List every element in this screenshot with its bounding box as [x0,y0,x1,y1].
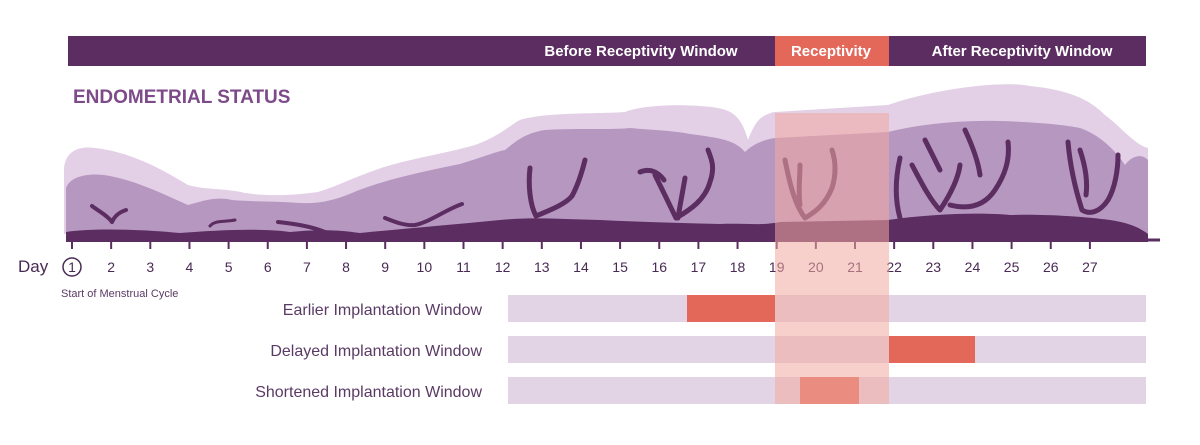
receptivity-phase-block [775,36,889,66]
day-number: 8 [342,259,350,275]
day-number: 17 [691,259,707,275]
day-number: 26 [1043,259,1059,275]
gland-late-1 [893,137,963,221]
day-number: 10 [417,259,433,275]
earlier-window-highlight [687,295,775,322]
day-1-circle [62,257,82,277]
implantation-windows: Earlier Implantation Window Delayed Impl… [255,295,1146,404]
day-number: 2 [107,259,115,275]
phase-header: Before Receptivity Window Receptivity Af… [68,36,1146,66]
gland-early-2 [208,218,237,228]
day-number: 23 [926,259,942,275]
day-number: 13 [534,259,550,275]
shortened-window-label: Shortened Implantation Window [255,384,482,401]
gland-late-2 [947,127,1011,210]
day-number: 14 [573,259,589,275]
day-number: 15 [612,259,628,275]
day-number: 22 [886,259,902,275]
gland-mid-2 [637,147,716,221]
day-number: 4 [186,259,194,275]
day-number: 1 [68,259,76,275]
delayed-window-highlight [889,336,975,363]
gland-early-3 [276,220,327,234]
phase-after-label: After Receptivity Window [932,43,1113,60]
start-cycle-note: Start of Menstrual Cycle [61,288,178,300]
section-title: ENDOMETRIAL STATUS [73,87,290,108]
endometrial-glands [90,127,1121,234]
day-number: 18 [730,259,746,275]
day-number: 24 [965,259,981,275]
gland-early-1 [90,204,128,224]
day-axis-ticks [71,240,1091,249]
day-number: 12 [495,259,511,275]
day-number: 25 [1004,259,1020,275]
phase-before-label: Before Receptivity Window [544,43,738,60]
day-number: 3 [146,259,154,275]
delayed-window-label: Delayed Implantation Window [270,343,482,360]
day-number: 7 [303,259,311,275]
day-number: 9 [381,259,389,275]
day-number: 11 [456,259,471,275]
gland-late-3 [1065,139,1121,215]
earlier-window-label: Earlier Implantation Window [283,302,483,319]
phase-receptivity-label: Receptivity [791,43,872,60]
day-number: 5 [225,259,233,275]
phase-header-bar [68,36,1146,66]
gland-mid-1 [526,157,588,219]
gland-early-4 [383,202,464,228]
day-number: 6 [264,259,272,275]
day-axis-label: Day [18,257,49,276]
day-numbers: 1234567891011121314151617181920212223242… [68,259,1098,275]
day-number: 16 [651,259,667,275]
receptivity-overlay [775,113,889,404]
day-number: 27 [1082,259,1098,275]
